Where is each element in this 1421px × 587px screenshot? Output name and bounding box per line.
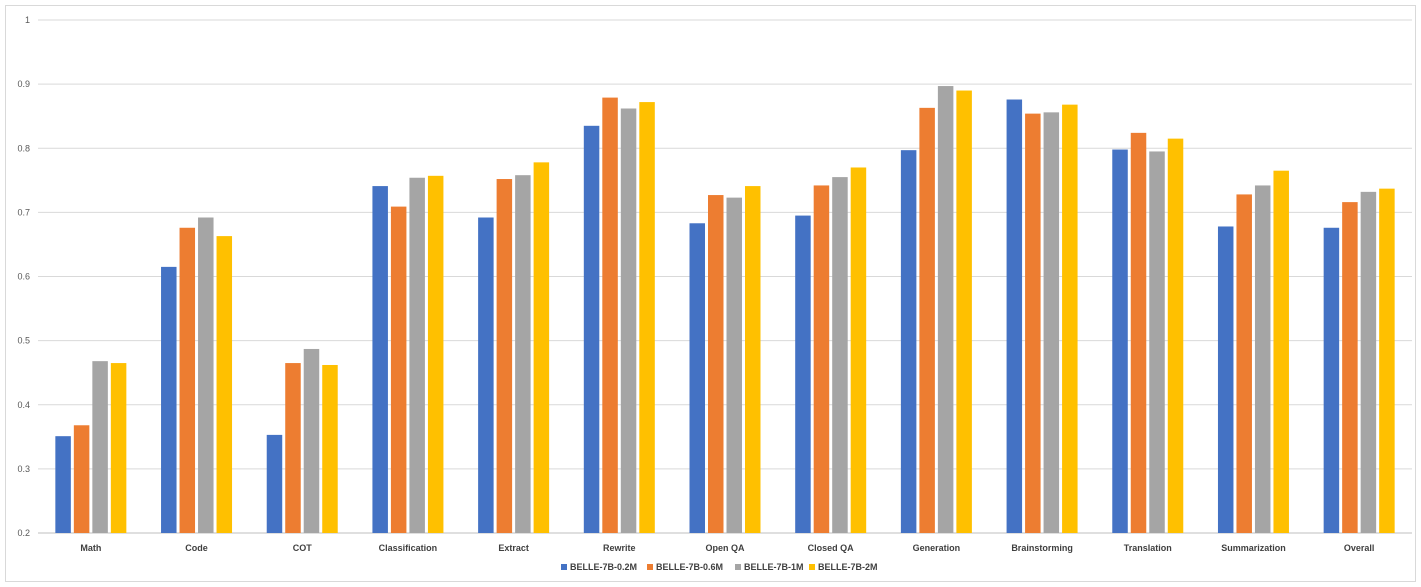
bar-belle-7b-2m-summarization: [1273, 170, 1289, 533]
bar-belle-7b-2m-math: [110, 363, 127, 533]
bar-belle-7b-1m-brainstorming: [1043, 112, 1060, 533]
bar-belle-7b-1m-closed-qa: [832, 177, 848, 533]
bar-belle-7b-2m-translation: [1167, 138, 1184, 533]
bar-belle-7b-0-6m-extract: [496, 179, 513, 533]
bar-belle-7b-0-2m-overall: [1323, 227, 1340, 533]
legend-swatch: [561, 564, 567, 570]
bar-belle-7b-1m-generation: [937, 86, 954, 533]
bar-belle-7b-0-6m-code: [179, 227, 196, 533]
bar-belle-7b-1m-translation: [1149, 151, 1165, 534]
bars: [55, 86, 1395, 534]
bar-belle-7b-0-2m-translation: [1112, 149, 1128, 533]
bar-belle-7b-1m-cot: [303, 348, 320, 533]
y-tick-label: 0.7: [17, 207, 30, 217]
bar-belle-7b-2m-cot: [322, 364, 338, 533]
bar-belle-7b-0-2m-brainstorming: [1006, 99, 1023, 533]
x-category-label: Overall: [1344, 543, 1375, 553]
y-tick-label: 0.3: [17, 464, 30, 474]
y-tick-label: 0.4: [17, 400, 30, 410]
bar-belle-7b-0-6m-math: [73, 425, 90, 533]
bar-belle-7b-1m-summarization: [1254, 185, 1271, 533]
bar-belle-7b-1m-math: [92, 361, 108, 533]
bar-belle-7b-0-2m-code: [161, 266, 177, 533]
y-tick-label: 1: [25, 15, 30, 25]
bar-belle-7b-1m-code: [198, 217, 214, 533]
bar-belle-7b-0-2m-math: [55, 436, 71, 533]
bar-belle-7b-1m-rewrite: [620, 108, 637, 534]
bar-belle-7b-2m-classification: [427, 175, 444, 534]
bar-belle-7b-1m-overall: [1360, 191, 1377, 534]
x-category-label: Code: [185, 543, 208, 553]
x-axis-labels: Math Code COT Classification Extract Rewrite O…: [80, 543, 1374, 553]
bar-belle-7b-2m-overall: [1379, 188, 1395, 533]
bar-belle-7b-0-2m-cot: [266, 434, 283, 533]
bar-belle-7b-0-6m-rewrite: [602, 97, 618, 533]
bar-belle-7b-2m-brainstorming: [1062, 104, 1078, 534]
x-category-label: Rewrite: [603, 543, 636, 553]
bar-belle-7b-0-2m-open-qa: [689, 223, 705, 533]
bar-belle-7b-0-6m-classification: [390, 206, 407, 533]
legend-label: BELLE-7B-2M: [818, 562, 878, 572]
legend-label: BELLE-7B-0.6M: [656, 562, 723, 572]
x-category-label: Closed QA: [808, 543, 855, 553]
bar-belle-7b-2m-open-qa: [745, 186, 761, 534]
bar-belle-7b-0-6m-cot: [285, 363, 301, 533]
bar-belle-7b-0-2m-summarization: [1217, 226, 1234, 534]
bar-belle-7b-2m-generation: [956, 90, 972, 533]
bar-belle-7b-0-2m-classification: [372, 186, 388, 534]
bar-belle-7b-0-2m-rewrite: [583, 125, 600, 534]
bar-belle-7b-0-2m-extract: [478, 217, 494, 533]
y-tick-label: 0.5: [17, 336, 30, 346]
x-category-label: Extract: [498, 543, 529, 553]
bar-belle-7b-0-6m-closed-qa: [813, 185, 830, 533]
bar-belle-7b-0-6m-generation: [919, 107, 935, 533]
bar-belle-7b-1m-open-qa: [726, 197, 742, 533]
bar-belle-7b-0-6m-overall: [1342, 202, 1358, 534]
bar-belle-7b-0-6m-translation: [1130, 132, 1147, 534]
gridlines: [38, 19, 1412, 534]
x-category-label: Translation: [1124, 543, 1172, 553]
bar-belle-7b-0-2m-closed-qa: [795, 215, 811, 534]
legend-swatch: [647, 564, 653, 570]
bar-belle-7b-1m-extract: [515, 175, 531, 533]
bar-belle-7b-1m-classification: [409, 177, 425, 533]
legend: BELLE-7B-0.2M BELLE-7B-0.6M BELLE-7B-1M BEL…: [561, 562, 878, 572]
legend-label: BELLE-7B-1M: [744, 562, 804, 572]
legend-swatch: [735, 564, 741, 570]
bar-belle-7b-0-6m-brainstorming: [1025, 113, 1041, 533]
y-tick-label: 0.6: [17, 272, 30, 282]
y-axis-ticks: 0.2 0.3 0.4 0.5 0.6 0.7 0.8 0.9 1: [17, 15, 30, 538]
bar-belle-7b-2m-closed-qa: [850, 167, 867, 534]
x-category-label: Summarization: [1221, 543, 1286, 553]
x-category-label: Open QA: [705, 543, 745, 553]
bar-belle-7b-0-2m-generation: [900, 150, 917, 533]
x-category-label: Classification: [379, 543, 438, 553]
bar-belle-7b-2m-code: [216, 236, 233, 533]
legend-swatch: [809, 564, 815, 570]
y-tick-label: 0.9: [17, 79, 30, 89]
y-tick-label: 0.8: [17, 143, 30, 153]
legend-label: BELLE-7B-0.2M: [570, 562, 637, 572]
bar-belle-7b-0-6m-summarization: [1236, 194, 1252, 534]
y-tick-label: 0.2: [17, 528, 30, 538]
bar-belle-7b-2m-extract: [533, 162, 550, 534]
x-category-label: COT: [293, 543, 313, 553]
x-category-label: Math: [80, 543, 101, 553]
bar-belle-7b-2m-rewrite: [639, 102, 655, 533]
bar-belle-7b-0-6m-open-qa: [708, 195, 724, 533]
x-category-label: Brainstorming: [1011, 543, 1073, 553]
x-category-label: Generation: [913, 543, 961, 553]
